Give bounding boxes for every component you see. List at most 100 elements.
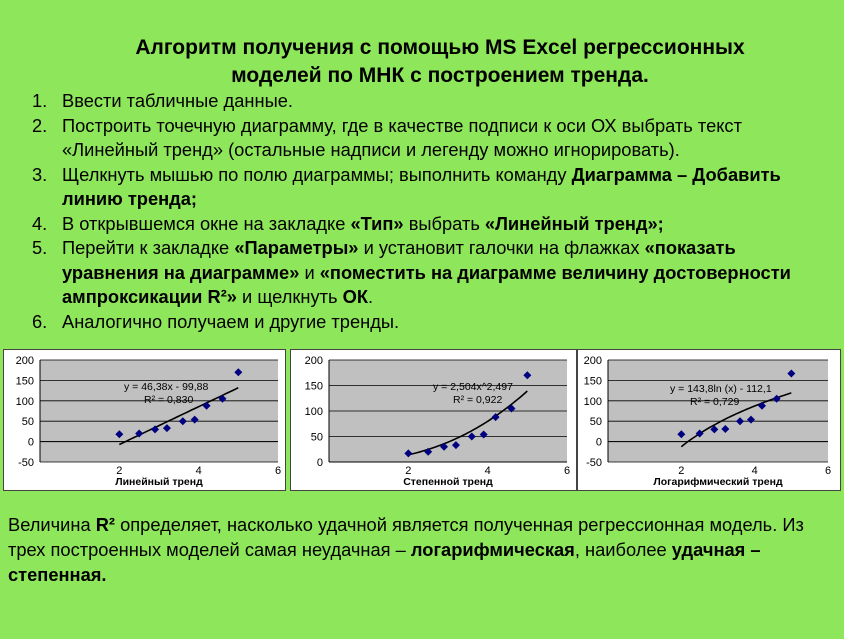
data-point	[758, 401, 766, 410]
x-axis-title: Логарифмический тренд	[653, 476, 783, 488]
y-tick-label: 0	[596, 437, 602, 449]
step-item: 1. Ввести табличные данные.	[22, 89, 822, 114]
step-text: Ввести табличные данные.	[62, 90, 293, 111]
y-tick-label: 0	[28, 437, 34, 449]
r-squared-label: R² = 0,830	[144, 394, 193, 406]
plot-area	[40, 360, 278, 462]
step-number: 6.	[32, 310, 48, 332]
x-tick-label: 4	[485, 465, 491, 477]
y-tick-label: 200	[16, 355, 34, 367]
step-number: 3.	[32, 163, 48, 185]
data-point	[710, 425, 719, 434]
linear-trend-chart: 200 150 100 50 0 -50 2 4 6 y = 46,38x - 99,88 R² =…	[3, 349, 286, 491]
page-title: Алгоритм получения с помощью MS Excel ре…	[60, 34, 820, 90]
y-tick-label: 50	[311, 432, 323, 444]
step-number: 4.	[32, 212, 48, 234]
r-squared-label: R² = 0,729	[690, 396, 739, 408]
x-tick-label: 2	[116, 465, 122, 477]
step-item: 5. Перейти к закладке «Параметры» и устан…	[22, 236, 822, 310]
data-point	[151, 425, 160, 434]
title-line-2: моделей по МНК с построением тренда.	[231, 64, 649, 87]
data-point	[772, 394, 781, 403]
step-text: «Линейный тренд»;	[484, 212, 664, 234]
x-tick-label: 6	[275, 465, 281, 477]
x-tick-label: 6	[564, 465, 570, 477]
step-text: Щелкнуть мышью по полю диаграммы; выполн…	[62, 163, 572, 185]
step-text: и установит галочки на флажках	[358, 237, 645, 258]
step-item: 3. Щелкнуть мышью по полю диаграммы; выпо…	[22, 163, 822, 212]
conclusion-segment: логарифмическая	[410, 539, 575, 560]
x-axis-title: Линейный тренд	[115, 476, 203, 488]
step-number: 5.	[32, 237, 48, 258]
y-tick-label: 100	[16, 396, 34, 408]
step-text: Перейти к закладке	[62, 237, 235, 258]
power-trend-chart: 200 150 100 50 0 2 4 6 y = 2,504x^2,497 R² = 0,92…	[290, 349, 577, 491]
y-tick-label: 100	[305, 406, 323, 418]
data-point	[115, 430, 124, 439]
y-tick-label: 50	[590, 416, 602, 428]
data-point	[162, 424, 171, 433]
y-tick-label: 150	[305, 381, 323, 393]
y-tick-label: 100	[584, 396, 602, 408]
step-text: .	[368, 286, 374, 307]
step-text: и	[299, 261, 320, 283]
data-point	[747, 415, 755, 424]
chart-svg: 200 150 100 50 0 -50 2 4 6 y = 143,8ln (x) - 112,…	[584, 355, 831, 488]
data-point	[178, 417, 187, 426]
data-point	[424, 447, 433, 456]
data-point	[491, 413, 500, 422]
step-number: 2.	[32, 114, 48, 136]
conclusion-segment: R²	[95, 514, 116, 535]
step-item: 2. Построить точечную диаграмму, где в ка…	[22, 114, 822, 163]
conclusion-segment: определяет, насколько удачной является п…	[8, 514, 804, 560]
conclusion-segment: , наиболее	[574, 539, 672, 560]
y-tick-label: 150	[584, 375, 602, 387]
y-tick-label: 200	[584, 355, 602, 367]
step-number: 1.	[32, 90, 48, 111]
data-point	[135, 429, 144, 438]
step-text: «Тип»	[350, 212, 404, 234]
data-point	[467, 432, 476, 441]
conclusion-segment: удачная – степенная.	[8, 539, 761, 585]
data-point	[440, 442, 449, 451]
data-point	[523, 371, 532, 380]
title-line-1: Алгоритм получения с помощью MS Excel ре…	[135, 36, 745, 59]
y-tick-label: 0	[317, 457, 323, 469]
data-point	[190, 415, 199, 424]
trend-equation: y = 143,8ln (x) - 112,1	[670, 383, 772, 395]
x-tick-label: 4	[196, 465, 202, 477]
data-point	[695, 429, 704, 438]
algorithm-steps: 1. Ввести табличные данные. 2. Построить то…	[22, 89, 822, 334]
data-point	[507, 404, 516, 413]
x-tick-label: 6	[825, 465, 831, 477]
x-tick-label: 4	[752, 465, 758, 477]
data-point	[677, 430, 686, 439]
step-text: выбрать	[403, 212, 485, 234]
step-text: «Параметры»	[234, 237, 359, 258]
data-point	[479, 430, 488, 439]
step-text: «показать уравнения на диаграмме»	[62, 237, 736, 283]
y-tick-label: 50	[22, 416, 34, 428]
step-text: Диаграмма – Добавить линию тренда;	[62, 163, 781, 210]
r-squared-label: R² = 0,922	[453, 394, 502, 406]
plot-area	[608, 360, 828, 462]
step-text: ОК	[342, 286, 368, 307]
trend-equation: y = 46,38x - 99,88	[124, 381, 209, 393]
data-point	[218, 394, 227, 403]
y-tick-label: -50	[586, 457, 602, 469]
step-text: Аналогично получаем и другие тренды.	[62, 310, 400, 332]
conclusion-segment: Величина	[8, 514, 96, 535]
step-item: 6. Аналогично получаем и другие тренды.	[22, 310, 822, 335]
data-point	[736, 417, 744, 426]
data-point	[404, 449, 413, 458]
y-tick-label: -50	[18, 457, 34, 469]
step-item: 4. В открывшемся окне на закладке «Тип» в…	[22, 212, 822, 237]
step-text: Построить точечную диаграмму, где в каче…	[62, 114, 742, 161]
data-point	[787, 369, 796, 378]
x-tick-label: 2	[405, 465, 411, 477]
data-point	[721, 424, 730, 433]
x-axis-title: Степенной тренд	[403, 476, 493, 488]
data-point	[234, 368, 243, 377]
